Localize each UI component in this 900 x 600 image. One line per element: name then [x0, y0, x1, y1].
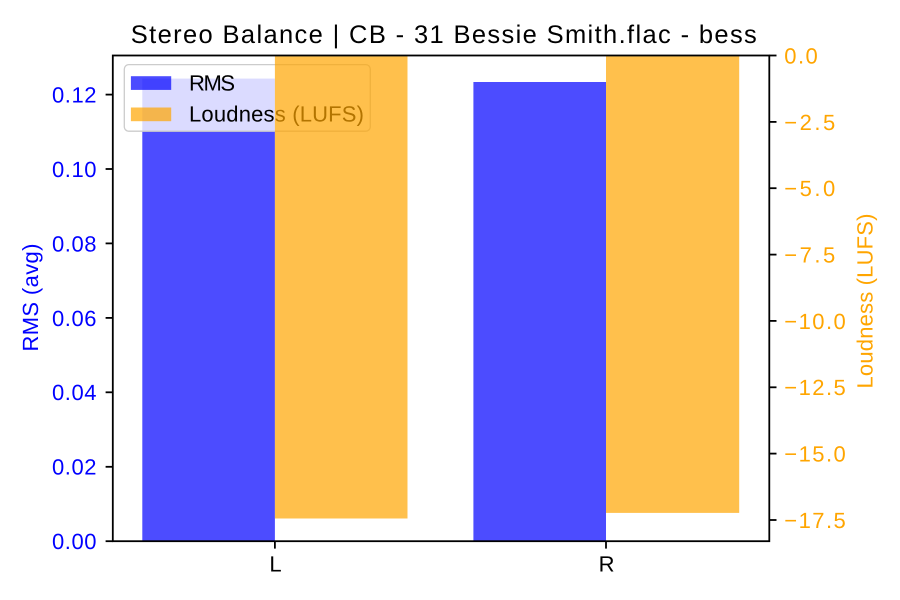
- svg-text:0.04: 0.04: [52, 380, 97, 405]
- svg-text:0.12: 0.12: [52, 83, 97, 108]
- svg-text:0.08: 0.08: [52, 231, 97, 256]
- svg-text:0.0: 0.0: [784, 43, 817, 68]
- svg-text:R: R: [599, 552, 615, 577]
- svg-text:−2.5: −2.5: [784, 110, 835, 135]
- svg-text:L: L: [269, 552, 281, 577]
- svg-text:0.00: 0.00: [52, 529, 97, 554]
- svg-text:−12.5: −12.5: [784, 375, 846, 400]
- svg-text:−5.0: −5.0: [784, 176, 835, 201]
- svg-text:RMS (avg): RMS (avg): [18, 244, 43, 352]
- svg-text:0.06: 0.06: [52, 306, 97, 331]
- svg-text:−15.0: −15.0: [784, 442, 846, 467]
- svg-text:0.10: 0.10: [52, 157, 97, 182]
- svg-text:−17.5: −17.5: [784, 508, 846, 533]
- svg-text:−7.5: −7.5: [784, 243, 835, 268]
- svg-text:RMS: RMS: [189, 70, 235, 95]
- svg-text:−10.0: −10.0: [784, 309, 846, 334]
- svg-text:0.02: 0.02: [52, 455, 97, 480]
- svg-text:Loudness (LUFS): Loudness (LUFS): [853, 214, 878, 389]
